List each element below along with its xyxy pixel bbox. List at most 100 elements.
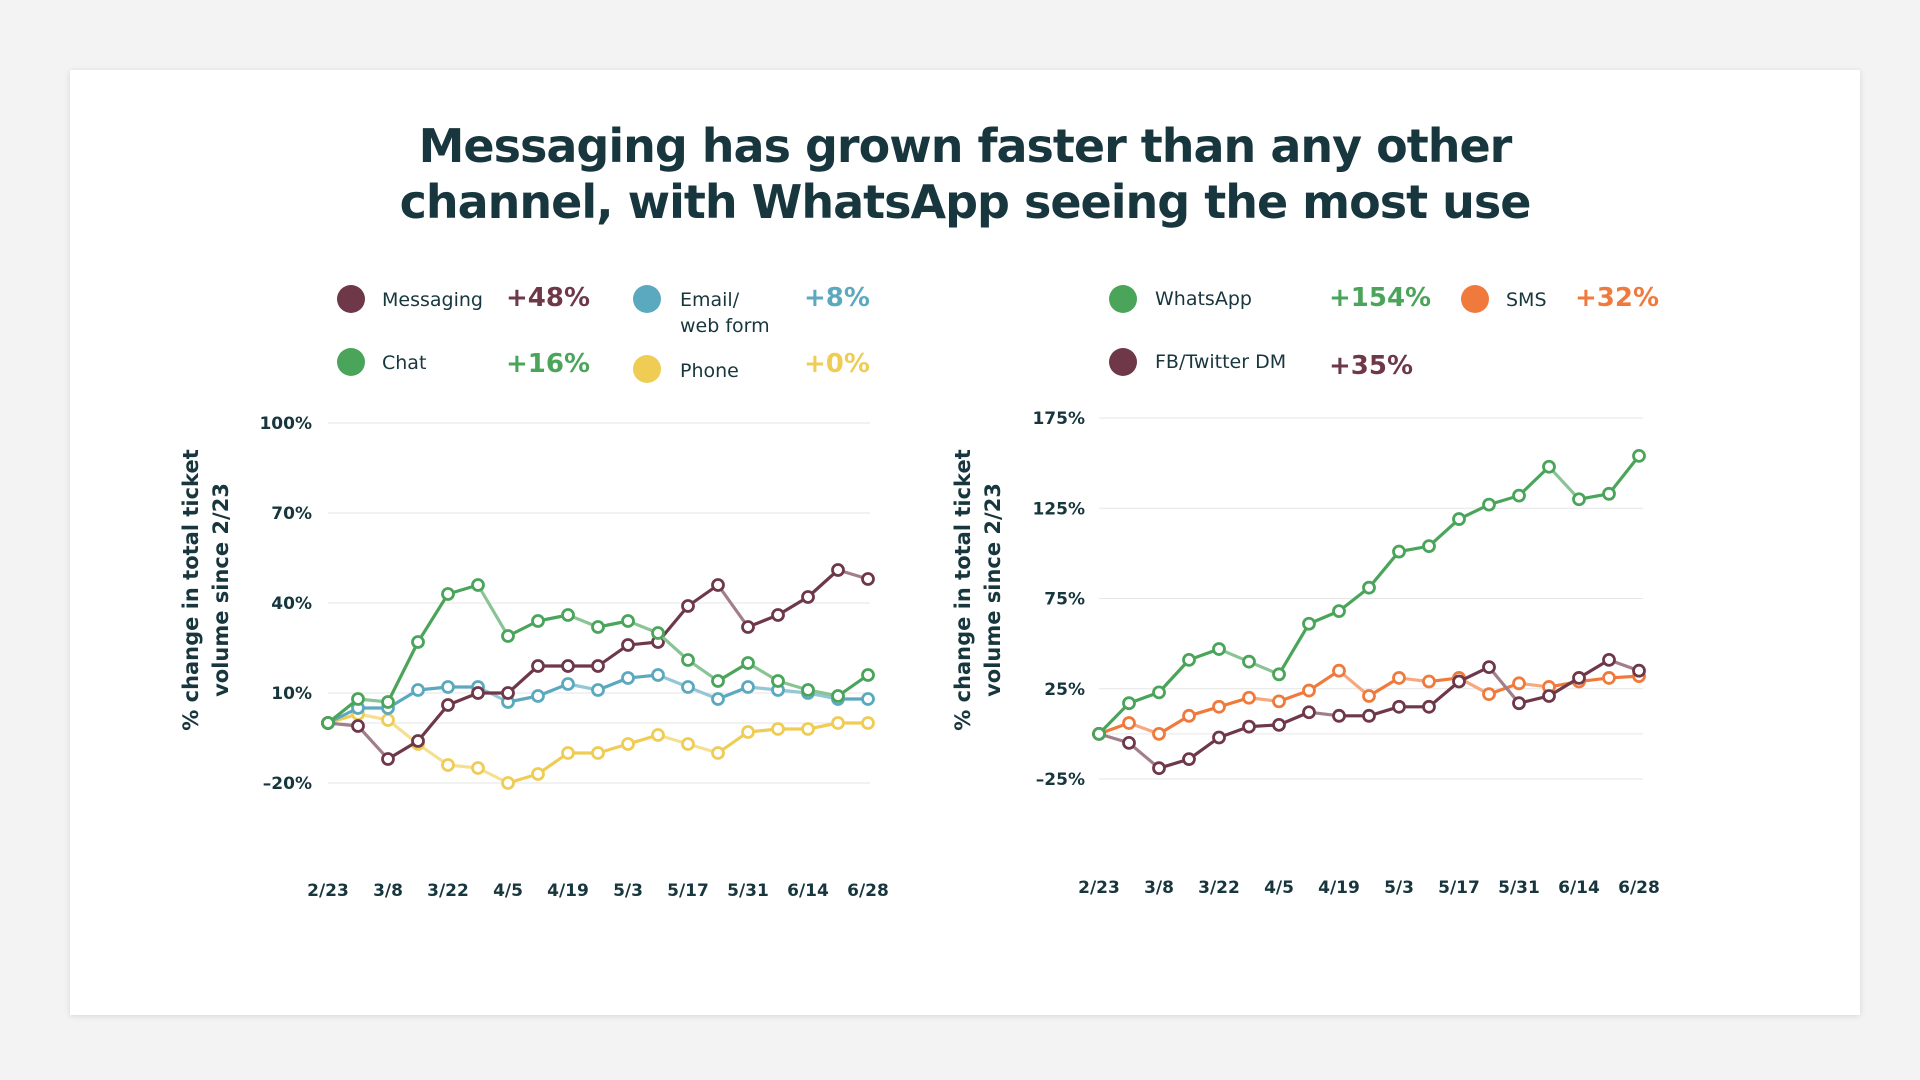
right-point-sms <box>1422 674 1436 689</box>
right-point-fb-twitter-dm <box>1362 708 1376 723</box>
right-point-whatsapp <box>1482 497 1496 512</box>
right-point-whatsapp <box>1152 685 1166 700</box>
legend-marker-email <box>633 285 661 313</box>
left-point-chat <box>351 692 365 706</box>
legend-label-email-line1: Email/ <box>680 289 740 311</box>
left-point-messaging <box>351 719 365 733</box>
legend-marker-phone <box>633 355 661 383</box>
left-point-chat <box>501 629 515 643</box>
left-point-messaging <box>471 686 485 700</box>
legend-label-sms: SMS <box>1506 289 1547 311</box>
left-point-phone <box>531 767 545 781</box>
right-point-fb-twitter-dm <box>1452 674 1466 689</box>
right-point-fb-twitter-dm <box>1542 689 1556 703</box>
right-point-sms <box>1122 716 1136 730</box>
right-point-whatsapp <box>1332 604 1346 619</box>
right-line-whatsapp <box>1097 701 1131 736</box>
title-line-2: channel, with WhatsApp seeing the most u… <box>399 175 1532 229</box>
left-point-phone <box>651 728 665 742</box>
left-point-email-web-form <box>531 689 545 703</box>
left-point-phone <box>471 761 485 775</box>
title-line-1: Messaging has grown faster than any othe… <box>418 119 1513 173</box>
left-point-messaging <box>531 659 545 673</box>
left-point-phone <box>681 737 695 751</box>
right-point-fb-twitter-dm <box>1182 752 1196 767</box>
right-point-fb-twitter-dm <box>1572 671 1586 685</box>
left-point-chat <box>621 614 635 628</box>
right-xtick-label: 6/14 <box>1558 878 1600 898</box>
right-point-fb-twitter-dm <box>1482 660 1496 674</box>
right-line-whatsapp <box>1517 465 1551 498</box>
left-point-phone <box>591 746 605 760</box>
left-point-email-web-form <box>621 671 635 685</box>
right-ytick-label: 175% <box>1032 409 1085 429</box>
left-point-email-web-form <box>441 680 455 694</box>
left-xtick-label: 5/3 <box>613 881 643 901</box>
right-point-whatsapp <box>1362 580 1376 595</box>
left-ytick-label: –20% <box>263 774 312 794</box>
left-xtick-label: 4/5 <box>493 881 523 901</box>
legend-pct-chat: +16% <box>506 349 590 379</box>
right-point-whatsapp <box>1122 696 1136 711</box>
left-point-email-web-form <box>861 692 875 706</box>
right-point-whatsapp <box>1092 726 1106 741</box>
left-xtick-label: 4/19 <box>547 881 589 901</box>
left-point-messaging <box>711 578 725 592</box>
right-xtick-label: 4/19 <box>1318 878 1360 898</box>
legend-label-fbtwitter: FB/Twitter DM <box>1155 351 1286 373</box>
left-point-chat <box>321 716 335 730</box>
right-point-fb-twitter-dm <box>1392 699 1406 714</box>
left-point-chat <box>681 653 695 667</box>
left-point-messaging <box>381 752 395 766</box>
left-point-chat <box>741 656 755 670</box>
legend-pct-fbtwitter: +35% <box>1329 351 1413 381</box>
left-point-chat <box>771 674 785 688</box>
legend-pct-phone: +0% <box>804 349 870 379</box>
left-xtick-label: 5/31 <box>727 881 769 901</box>
right-line-fb-twitter-dm <box>1487 665 1521 705</box>
left-xtick-label: 5/17 <box>667 881 709 901</box>
right-xtick-label: 3/22 <box>1198 878 1240 898</box>
legend-pct-email: +8% <box>804 283 870 313</box>
left-line-messaging <box>416 703 450 743</box>
right-point-fb-twitter-dm <box>1512 696 1526 711</box>
left-point-phone <box>771 722 785 736</box>
left-ytick-label: 100% <box>259 414 312 434</box>
left-point-chat <box>801 683 815 697</box>
left-ylabel-line1: % change in total ticket <box>179 449 203 730</box>
right-point-whatsapp <box>1512 488 1526 503</box>
left-point-phone <box>621 737 635 751</box>
right-point-sms <box>1362 689 1376 703</box>
left-point-phone <box>831 716 845 730</box>
left-point-chat <box>561 608 575 622</box>
right-point-fb-twitter-dm <box>1152 761 1166 776</box>
right-point-whatsapp <box>1572 492 1586 507</box>
left-line-chat <box>416 592 450 644</box>
legend-label-messaging: Messaging <box>382 289 483 311</box>
left-point-email-web-form <box>711 692 725 706</box>
left-ytick-label: 70% <box>271 504 312 524</box>
left-point-chat <box>861 668 875 682</box>
left-point-messaging <box>741 620 755 634</box>
right-xtick-label: 6/28 <box>1618 878 1660 898</box>
left-plot: 100% 70% 40% 10% –20% 2/23 3/8 3/22 4/5 4/19 5/3 5/… <box>259 414 888 901</box>
right-plot: 175% 125% 75% 25% –25% 2/23 3/8 3/22 4/5 4/19 5/3 5… <box>1032 409 1659 898</box>
right-xtick-label: 5/31 <box>1498 878 1540 898</box>
left-point-phone <box>801 722 815 736</box>
left-point-chat <box>651 626 665 640</box>
right-point-sms <box>1302 683 1316 698</box>
right-point-whatsapp <box>1302 616 1316 631</box>
left-point-phone <box>711 746 725 760</box>
right-xtick-label: 3/8 <box>1144 878 1174 898</box>
left-ylabel-line2: volume since 2/23 <box>209 483 233 697</box>
left-point-messaging <box>591 659 605 673</box>
right-point-fb-twitter-dm <box>1332 708 1346 723</box>
left-point-phone <box>561 746 575 760</box>
left-point-phone <box>441 758 455 772</box>
right-ylabel-line2: volume since 2/23 <box>981 483 1005 697</box>
right-point-sms <box>1602 671 1616 685</box>
right-point-fb-twitter-dm <box>1212 730 1226 745</box>
left-point-email-web-form <box>411 683 425 697</box>
left-point-email-web-form <box>651 668 665 682</box>
